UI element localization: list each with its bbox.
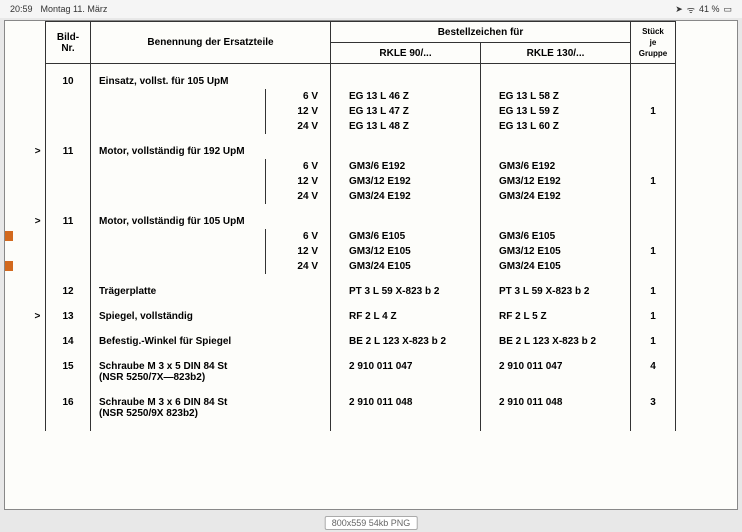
col-rkle130: RKLE 130/...	[481, 43, 631, 64]
image-info-label: 800x559 54kb PNG	[325, 516, 418, 530]
table-row: 6 VGM3/6 E105GM3/6 E105	[46, 229, 676, 244]
table-row: >11Motor, vollständig für 105 UpM	[46, 214, 676, 229]
status-time: 20:59	[10, 4, 33, 14]
col-bild-nr: Bild- Nr.	[46, 22, 91, 64]
table-row: 24 VGM3/24 E105GM3/24 E105	[46, 259, 676, 274]
battery-icon: ▭	[723, 4, 732, 15]
table-row: 24 VEG 13 L 48 ZEG 13 L 60 Z	[46, 119, 676, 134]
table-row: 12 VGM3/12 E192GM3/12 E1921	[46, 174, 676, 189]
wifi-icon: ᯤ	[687, 3, 695, 16]
table-row: 12 VEG 13 L 47 ZEG 13 L 59 Z1	[46, 104, 676, 119]
table-row: >11Motor, vollständig für 192 UpM	[46, 144, 676, 159]
table-row: 16Schraube M 3 x 6 DIN 84 St (NSR 5250/9…	[46, 395, 676, 421]
table-row: >13Spiegel, vollständigRF 2 L 4 ZRF 2 L …	[46, 309, 676, 324]
parts-table: Bild- Nr. Benennung der Ersatzteile Best…	[45, 21, 676, 431]
col-bestell: Bestellzeichen für	[331, 22, 631, 43]
table-row: 6 VEG 13 L 46 ZEG 13 L 58 Z	[46, 89, 676, 104]
battery-pct: 41 %	[699, 4, 720, 14]
col-benennung: Benennung der Ersatzteile	[91, 22, 331, 64]
table-row: 24 VGM3/24 E192GM3/24 E192	[46, 189, 676, 204]
document-page: Bild- Nr. Benennung der Ersatzteile Best…	[4, 20, 738, 510]
col-rkle90: RKLE 90/...	[331, 43, 481, 64]
table-row: 15Schraube M 3 x 5 DIN 84 St (NSR 5250/7…	[46, 359, 676, 385]
table-row: 6 VGM3/6 E192GM3/6 E192	[46, 159, 676, 174]
page-tab-marker	[5, 231, 13, 241]
location-icon: ➤	[675, 4, 683, 15]
page-tab-marker	[5, 261, 13, 271]
table-row: 14Befestig.-Winkel für SpiegelBE 2 L 123…	[46, 334, 676, 349]
col-stueck: Stück je Gruppe	[631, 22, 676, 64]
status-bar: 20:59 Montag 11. März ➤ ᯤ 41 % ▭	[0, 0, 742, 18]
table-row: 12TrägerplattePT 3 L 59 X-823 b 2PT 3 L …	[46, 284, 676, 299]
table-row: 10Einsatz, vollst. für 105 UpM	[46, 74, 676, 89]
table-row: 12 VGM3/12 E105GM3/12 E1051	[46, 244, 676, 259]
status-date: Montag 11. März	[41, 4, 108, 14]
